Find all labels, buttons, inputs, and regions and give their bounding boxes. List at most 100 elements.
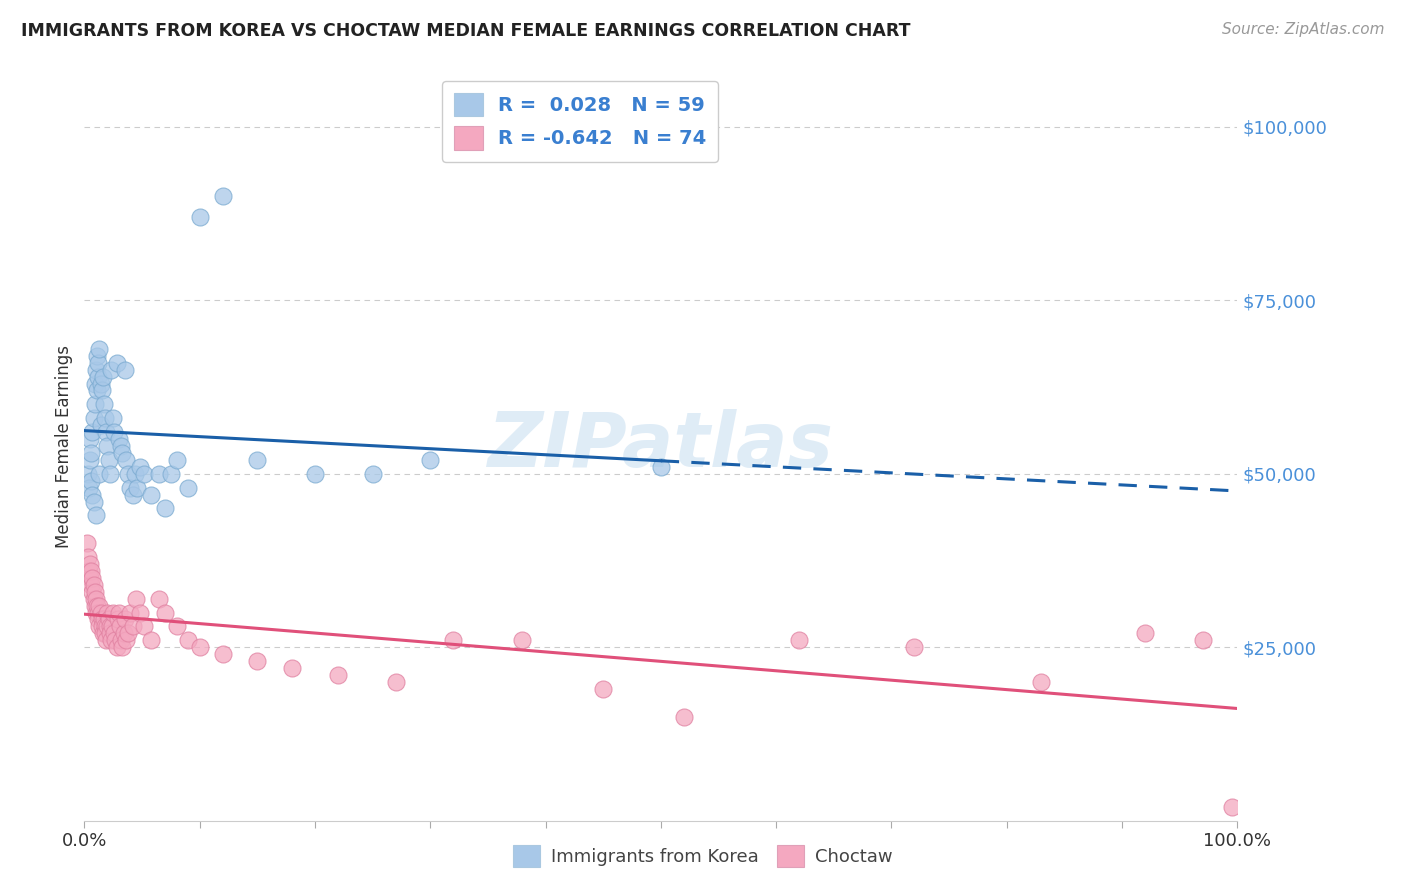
Point bbox=[76, 467, 98, 481]
Point bbox=[117, 467, 139, 481]
Point bbox=[82, 584, 104, 599]
Point bbox=[94, 411, 117, 425]
Point bbox=[166, 619, 188, 633]
Point bbox=[114, 612, 136, 626]
Point bbox=[188, 640, 211, 655]
Point bbox=[115, 453, 138, 467]
Point bbox=[120, 481, 142, 495]
Point bbox=[87, 606, 110, 620]
Point bbox=[89, 467, 111, 481]
Point bbox=[83, 599, 105, 613]
Y-axis label: Median Female Earnings: Median Female Earnings bbox=[55, 344, 73, 548]
Point bbox=[89, 606, 111, 620]
Point bbox=[89, 418, 111, 433]
Point bbox=[76, 549, 98, 564]
Point bbox=[128, 606, 150, 620]
Point bbox=[84, 362, 107, 376]
Point bbox=[96, 425, 118, 439]
Point bbox=[177, 633, 200, 648]
Point bbox=[108, 606, 131, 620]
Point bbox=[148, 467, 170, 481]
Point bbox=[124, 467, 146, 481]
Point bbox=[90, 384, 112, 398]
Point bbox=[79, 432, 101, 446]
Point bbox=[96, 606, 118, 620]
Point bbox=[84, 591, 107, 606]
Legend: R =  0.028   N = 59, R = -0.642   N = 74: R = 0.028 N = 59, R = -0.642 N = 74 bbox=[441, 81, 718, 161]
Point bbox=[83, 578, 105, 592]
Point bbox=[97, 612, 120, 626]
Point bbox=[83, 376, 105, 391]
Point bbox=[141, 633, 163, 648]
Point bbox=[188, 210, 211, 224]
Point bbox=[80, 578, 103, 592]
Point bbox=[90, 612, 112, 626]
Point bbox=[121, 619, 143, 633]
Point bbox=[96, 633, 118, 648]
Point bbox=[120, 606, 142, 620]
Point bbox=[304, 467, 326, 481]
Point bbox=[153, 606, 176, 620]
Point bbox=[110, 633, 132, 648]
Point bbox=[104, 633, 127, 648]
Point bbox=[77, 481, 100, 495]
Point bbox=[94, 626, 117, 640]
Point bbox=[83, 397, 105, 411]
Point bbox=[111, 446, 134, 460]
Point bbox=[384, 674, 406, 689]
Point bbox=[87, 369, 110, 384]
Point bbox=[82, 425, 104, 439]
Point bbox=[166, 453, 188, 467]
Point bbox=[148, 591, 170, 606]
Point bbox=[177, 481, 200, 495]
Point bbox=[153, 501, 176, 516]
Point bbox=[672, 709, 695, 723]
Point bbox=[246, 453, 269, 467]
Point bbox=[246, 654, 269, 668]
Point bbox=[1220, 799, 1243, 814]
Point bbox=[83, 591, 105, 606]
Point bbox=[101, 619, 124, 633]
Point bbox=[80, 474, 103, 488]
Point bbox=[79, 557, 101, 571]
Point bbox=[1133, 626, 1156, 640]
Point bbox=[361, 467, 384, 481]
Point bbox=[89, 376, 111, 391]
Point bbox=[108, 432, 131, 446]
Legend: Immigrants from Korea, Choctaw: Immigrants from Korea, Choctaw bbox=[506, 838, 900, 874]
Point bbox=[97, 453, 120, 467]
Point bbox=[79, 453, 101, 467]
Point bbox=[84, 606, 107, 620]
Point bbox=[114, 362, 136, 376]
Point bbox=[160, 467, 183, 481]
Point bbox=[98, 626, 121, 640]
Point bbox=[83, 411, 105, 425]
Point bbox=[80, 564, 103, 578]
Point bbox=[89, 599, 111, 613]
Point bbox=[211, 189, 233, 203]
Point bbox=[100, 362, 122, 376]
Point bbox=[87, 356, 110, 370]
Point bbox=[1191, 633, 1213, 648]
Point bbox=[105, 640, 128, 655]
Point bbox=[281, 661, 304, 675]
Point bbox=[650, 459, 672, 474]
Point bbox=[80, 446, 103, 460]
Point bbox=[91, 626, 114, 640]
Point bbox=[211, 647, 233, 661]
Point bbox=[103, 411, 124, 425]
Point bbox=[121, 487, 143, 501]
Point bbox=[125, 591, 148, 606]
Point bbox=[117, 626, 139, 640]
Point bbox=[141, 487, 163, 501]
Point bbox=[105, 356, 128, 370]
Point bbox=[98, 467, 121, 481]
Point bbox=[86, 384, 108, 398]
Text: IMMIGRANTS FROM KOREA VS CHOCTAW MEDIAN FEMALE EARNINGS CORRELATION CHART: IMMIGRANTS FROM KOREA VS CHOCTAW MEDIAN … bbox=[21, 22, 911, 40]
Point bbox=[441, 633, 464, 648]
Point bbox=[108, 619, 131, 633]
Point bbox=[419, 453, 441, 467]
Point bbox=[112, 626, 135, 640]
Point bbox=[903, 640, 925, 655]
Point bbox=[84, 508, 107, 523]
